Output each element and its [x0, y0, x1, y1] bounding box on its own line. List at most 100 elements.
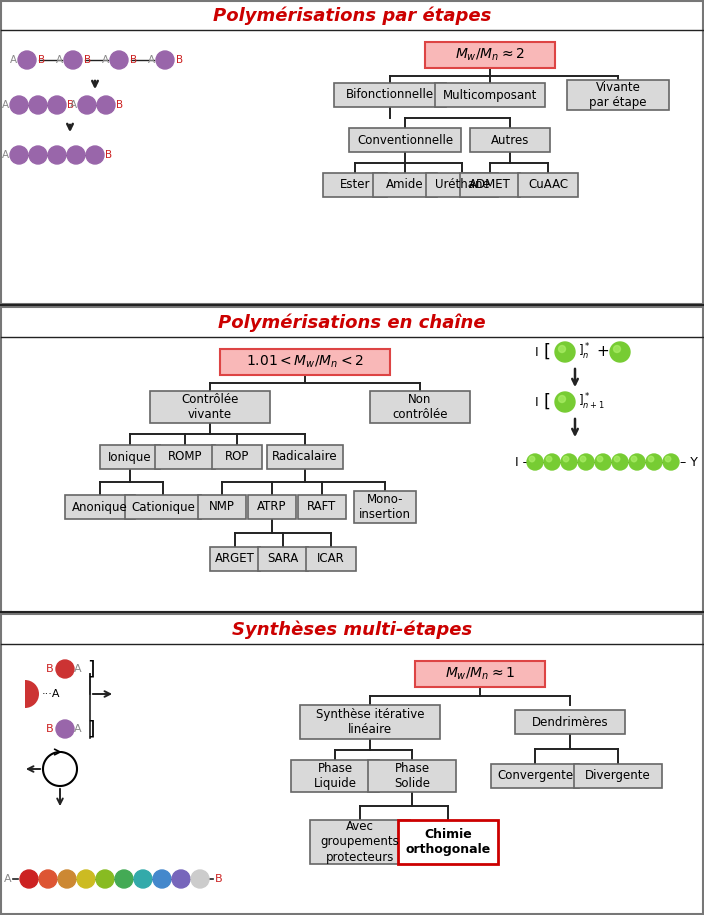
Text: Non
contrôlée: Non contrôlée	[392, 393, 448, 421]
Circle shape	[156, 51, 174, 69]
FancyBboxPatch shape	[100, 445, 160, 469]
Text: Vivante
par étape: Vivante par étape	[589, 81, 647, 109]
FancyBboxPatch shape	[310, 820, 410, 864]
Text: A: A	[2, 150, 9, 160]
Text: I –: I –	[515, 456, 529, 468]
Text: A: A	[4, 874, 12, 884]
FancyBboxPatch shape	[334, 83, 446, 107]
Text: ARGET: ARGET	[215, 553, 255, 565]
Text: ROP: ROP	[225, 450, 249, 464]
FancyBboxPatch shape	[267, 445, 343, 469]
Text: Cationique: Cationique	[131, 501, 195, 513]
FancyBboxPatch shape	[248, 495, 296, 519]
Circle shape	[580, 457, 586, 462]
FancyBboxPatch shape	[300, 705, 440, 739]
Text: A: A	[56, 55, 63, 65]
Text: Multicomposant: Multicomposant	[443, 89, 537, 102]
Text: I: I	[535, 395, 539, 408]
FancyBboxPatch shape	[415, 661, 545, 687]
FancyBboxPatch shape	[125, 495, 201, 519]
Circle shape	[529, 457, 535, 462]
Circle shape	[558, 395, 565, 403]
FancyBboxPatch shape	[370, 391, 470, 423]
Circle shape	[613, 346, 620, 352]
Text: ROMP: ROMP	[168, 450, 202, 464]
Circle shape	[67, 146, 85, 164]
Text: Radicalaire: Radicalaire	[272, 450, 338, 464]
Circle shape	[18, 51, 36, 69]
Text: ATRP: ATRP	[257, 501, 287, 513]
FancyBboxPatch shape	[518, 173, 578, 197]
Circle shape	[558, 346, 565, 352]
Circle shape	[665, 457, 671, 462]
Text: Amide: Amide	[386, 178, 424, 191]
Text: Avec
groupements
protecteurs: Avec groupements protecteurs	[320, 821, 399, 864]
FancyBboxPatch shape	[155, 445, 215, 469]
Circle shape	[77, 870, 95, 888]
Text: B: B	[84, 55, 91, 65]
Circle shape	[48, 146, 66, 164]
Text: $M_w/M_n \approx 2$: $M_w/M_n \approx 2$	[455, 47, 525, 63]
FancyBboxPatch shape	[349, 128, 461, 152]
Text: Ester: Ester	[340, 178, 370, 191]
Circle shape	[527, 454, 543, 470]
Circle shape	[153, 870, 171, 888]
Circle shape	[64, 51, 82, 69]
Text: A: A	[74, 664, 82, 674]
Text: B: B	[46, 724, 54, 734]
Circle shape	[597, 457, 603, 462]
FancyBboxPatch shape	[291, 760, 379, 792]
Text: SARA: SARA	[268, 553, 298, 565]
FancyBboxPatch shape	[460, 173, 520, 197]
Circle shape	[134, 870, 152, 888]
Circle shape	[546, 457, 552, 462]
Circle shape	[561, 454, 577, 470]
FancyBboxPatch shape	[323, 173, 387, 197]
Circle shape	[56, 660, 74, 678]
Text: B: B	[130, 55, 137, 65]
Circle shape	[10, 96, 28, 114]
Circle shape	[78, 96, 96, 114]
Text: ]: ]	[87, 660, 94, 679]
FancyBboxPatch shape	[150, 391, 270, 423]
Text: Autres: Autres	[491, 134, 529, 146]
Bar	[1, 614, 703, 914]
Text: Conventionnelle: Conventionnelle	[357, 134, 453, 146]
FancyBboxPatch shape	[368, 760, 456, 792]
Text: ]$_n^*$: ]$_n^*$	[578, 342, 590, 362]
Text: ]: ]	[87, 719, 94, 738]
Text: B: B	[215, 874, 222, 884]
FancyBboxPatch shape	[65, 495, 135, 519]
Text: NMP: NMP	[209, 501, 235, 513]
Text: Synthèses multi-étapes: Synthèses multi-étapes	[232, 620, 472, 640]
Bar	[1, 1, 703, 304]
FancyBboxPatch shape	[398, 820, 498, 864]
Text: Dendrimères: Dendrimères	[532, 716, 608, 728]
Circle shape	[20, 870, 38, 888]
Circle shape	[631, 457, 637, 462]
Circle shape	[10, 146, 28, 164]
FancyBboxPatch shape	[198, 495, 246, 519]
Text: ···A: ···A	[42, 689, 61, 699]
FancyBboxPatch shape	[258, 547, 308, 571]
FancyBboxPatch shape	[425, 42, 555, 68]
Text: Mono-
insertion: Mono- insertion	[359, 493, 411, 521]
FancyBboxPatch shape	[354, 491, 416, 523]
Circle shape	[578, 454, 594, 470]
Text: B: B	[176, 55, 183, 65]
Text: B: B	[67, 100, 74, 110]
Text: – Y: – Y	[680, 456, 698, 468]
Circle shape	[595, 454, 611, 470]
FancyBboxPatch shape	[426, 173, 498, 197]
Text: B: B	[116, 100, 123, 110]
Text: Convergente: Convergente	[497, 770, 573, 782]
Text: Uréthane: Uréthane	[434, 178, 489, 191]
Text: ICAR: ICAR	[317, 553, 345, 565]
Text: B: B	[38, 55, 45, 65]
FancyBboxPatch shape	[373, 173, 437, 197]
Text: Synthèse itérative
linéaire: Synthèse itérative linéaire	[316, 708, 425, 736]
Circle shape	[96, 870, 114, 888]
Text: B: B	[46, 664, 54, 674]
Circle shape	[563, 457, 569, 462]
Circle shape	[663, 454, 679, 470]
